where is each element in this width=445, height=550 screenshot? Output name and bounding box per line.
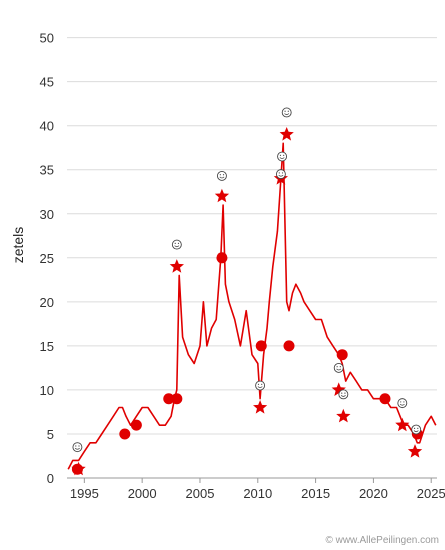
y-axis-label: zetels [10, 227, 26, 264]
x-tick-label: 2005 [186, 486, 215, 501]
smiley-icon [333, 362, 344, 373]
y-axis-ticks: 0 5 10 15 20 25 30 35 40 45 50 [40, 31, 54, 486]
election-result-star [407, 444, 423, 458]
y-tick-label: 45 [40, 75, 54, 90]
x-tick-label: 2015 [301, 486, 330, 501]
election-result-star [169, 259, 184, 273]
series-line-0 [67, 142, 437, 470]
smiley-icon [411, 424, 422, 435]
y-tick-label: 50 [40, 31, 54, 46]
y-tick-label: 10 [40, 383, 54, 398]
poll-point-circle [255, 340, 267, 352]
smiley-icon [72, 442, 83, 453]
poll-point-circle [379, 393, 391, 405]
y-tick-label: 15 [40, 339, 54, 354]
poll-point-circle [283, 340, 295, 352]
election-result-star [253, 400, 268, 414]
x-tick-label: 2020 [359, 486, 388, 501]
y-tick-label: 40 [40, 119, 54, 134]
y-tick-label: 25 [40, 251, 54, 266]
smiley-icon [281, 107, 292, 118]
poll-point-circle [336, 349, 348, 361]
smiley-icon [397, 398, 408, 409]
poll-point-circle [130, 419, 142, 431]
poll-point-circle [216, 252, 228, 264]
smiley-icon [338, 389, 349, 400]
smiley-icon [216, 170, 227, 181]
smiley-icon [277, 151, 288, 162]
y-tick-label: 30 [40, 207, 54, 222]
x-tick-label: 2025 [417, 486, 445, 501]
election-result-star [395, 417, 410, 432]
y-tick-label: 20 [40, 295, 54, 310]
election-result-star [336, 408, 351, 423]
gridlines [67, 37, 437, 483]
poll-point-circle [171, 393, 183, 405]
credit-text: © www.AllePeilingen.com [325, 535, 439, 546]
marker-layer [71, 107, 423, 476]
smiley-icon [255, 380, 266, 391]
x-tick-label: 1995 [70, 486, 99, 501]
election-result-star [214, 188, 230, 203]
x-tick-label: 2000 [128, 486, 157, 501]
poll-point-circle [119, 428, 131, 440]
poll-point-circle [163, 393, 175, 405]
y-tick-label: 35 [40, 163, 54, 178]
smiley-icon [275, 169, 286, 180]
smiley-icon [171, 239, 182, 250]
series-layer [67, 142, 437, 470]
y-tick-label: 5 [47, 427, 54, 442]
x-axis-ticks: 1995 2000 2005 2010 2015 2020 2025 [70, 486, 445, 501]
election-result-star [71, 461, 86, 476]
election-result-star [279, 127, 294, 141]
y-tick-label: 0 [47, 471, 54, 486]
x-tick-label: 2010 [243, 486, 272, 501]
election-result-star [331, 382, 346, 396]
